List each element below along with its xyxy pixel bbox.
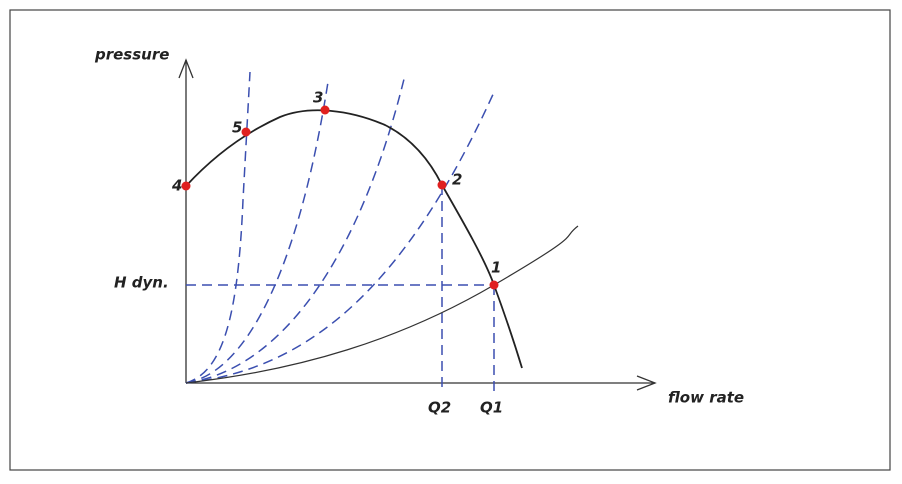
point xyxy=(320,105,330,115)
q2-label: Q2 xyxy=(428,399,451,417)
q1-label: Q1 xyxy=(480,399,503,417)
point-label: 4 xyxy=(171,177,182,195)
system-curve xyxy=(185,89,496,384)
point xyxy=(181,181,191,191)
point-label: 5 xyxy=(232,119,242,137)
system-curve-solid xyxy=(185,225,579,384)
point xyxy=(489,280,499,290)
point xyxy=(437,180,447,190)
system-curve xyxy=(185,81,329,384)
point-label: 2 xyxy=(452,171,462,189)
point-label: 1 xyxy=(491,259,501,277)
point xyxy=(241,127,251,137)
h-dyn-label: H dyn. xyxy=(114,274,169,292)
point-label: 3 xyxy=(313,89,323,107)
system-curve xyxy=(185,71,251,384)
frame xyxy=(9,9,891,471)
x-axis-label: flow rate xyxy=(668,389,744,407)
y-axis-arrow xyxy=(178,58,194,79)
y-axis-label: pressure xyxy=(94,46,169,64)
pump-curve xyxy=(185,109,523,369)
system-curve xyxy=(185,74,406,384)
x-axis-arrow xyxy=(636,375,657,391)
